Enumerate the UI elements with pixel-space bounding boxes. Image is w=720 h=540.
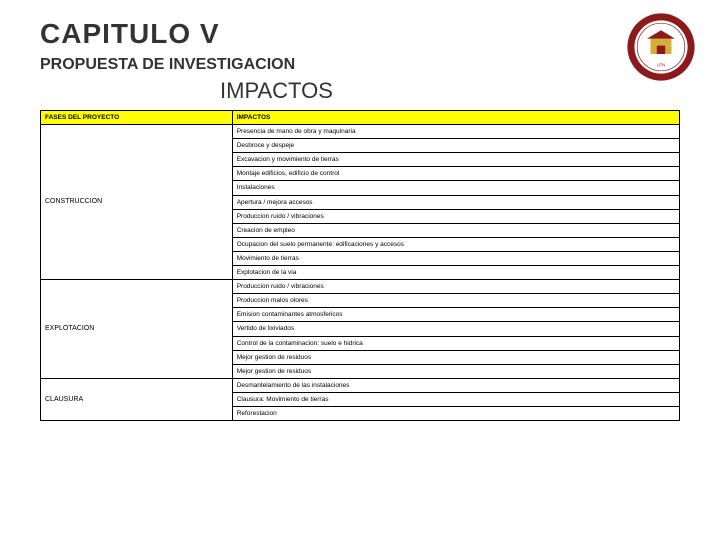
impact-cell: Control de la contaminacion: suelo e hid… bbox=[232, 336, 679, 350]
table-row: EXPLOTACIONProduccion ruido / vibracione… bbox=[41, 280, 680, 294]
table-header-row: FASES DEL PROYECTO IMPACTOS bbox=[41, 111, 680, 125]
impact-cell: Montaje edificios, edificio de control bbox=[232, 167, 679, 181]
impact-cell: Desmantelamiento de las instalaciones bbox=[232, 378, 679, 392]
impact-cell: Desbroce y despeje bbox=[232, 139, 679, 153]
impact-cell: Instalaciones bbox=[232, 181, 679, 195]
col1-header: FASES DEL PROYECTO bbox=[41, 111, 233, 125]
impact-cell: Explotacion de la via bbox=[232, 266, 679, 280]
phase-cell: EXPLOTACION bbox=[41, 280, 233, 379]
impact-cell: Mejor gestion de residuos bbox=[232, 364, 679, 378]
impacts-table: FASES DEL PROYECTO IMPACTOS CONSTRUCCION… bbox=[40, 110, 680, 421]
university-logo: UTN bbox=[626, 12, 696, 82]
impact-cell: Clausura: Movimiento de tierras bbox=[232, 392, 679, 406]
col2-header: IMPACTOS bbox=[232, 111, 679, 125]
subtitle: PROPUESTA DE INVESTIGACION bbox=[40, 56, 680, 74]
chapter-title: CAPITULO V bbox=[40, 18, 680, 50]
section-title: IMPACTOS bbox=[40, 78, 680, 104]
phase-cell: CLAUSURA bbox=[41, 378, 233, 420]
impact-cell: Presencia de mano de obra y maquinaria bbox=[232, 125, 679, 139]
phase-cell: CONSTRUCCION bbox=[41, 125, 233, 280]
table-row: CONSTRUCCIONPresencia de mano de obra y … bbox=[41, 125, 680, 139]
svg-text:UTN: UTN bbox=[657, 63, 666, 68]
impact-cell: Emision contaminantes atmosfericos bbox=[232, 308, 679, 322]
impact-cell: Reforestacion bbox=[232, 406, 679, 420]
impact-cell: Apertura / mejora accesos bbox=[232, 195, 679, 209]
impact-cell: Movimiento de tierras bbox=[232, 251, 679, 265]
impact-cell: Produccion ruido / vibraciones bbox=[232, 209, 679, 223]
impact-cell: Mejor gestion de residuos bbox=[232, 350, 679, 364]
impact-cell: Excavacion y movimiento de tierras bbox=[232, 153, 679, 167]
impact-cell: Vertido de lixiviados bbox=[232, 322, 679, 336]
impact-cell: Produccion ruido / vibraciones bbox=[232, 280, 679, 294]
impact-cell: Creacion de empleo bbox=[232, 223, 679, 237]
impact-cell: Ocupacion del suelo permanente: edificac… bbox=[232, 237, 679, 251]
impact-cell: Produccion malos olores bbox=[232, 294, 679, 308]
table-row: CLAUSURADesmantelamiento de las instalac… bbox=[41, 378, 680, 392]
